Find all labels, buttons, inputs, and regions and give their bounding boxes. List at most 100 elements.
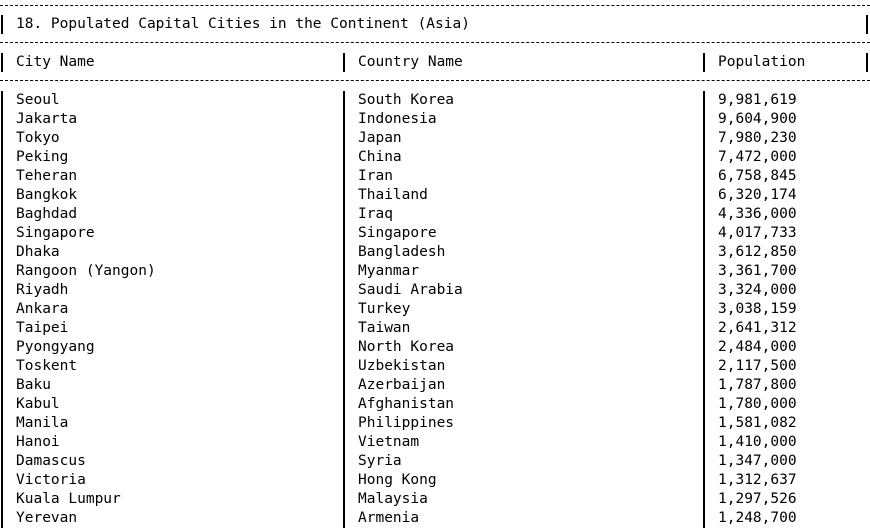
table-row: Damascus Syria 1,347,000 — [0, 452, 870, 471]
cell-city: Pyongyang — [16, 339, 95, 355]
cell-population: 3,324,000 — [718, 282, 797, 298]
left-border — [1, 205, 3, 224]
cell-country: Iran — [358, 168, 393, 184]
cell-city: Hanoi — [16, 434, 60, 450]
column-separator — [343, 433, 345, 452]
cell-population: 3,361,700 — [718, 263, 797, 279]
cell-country: Turkey — [358, 301, 411, 317]
header-rule — [0, 80, 870, 81]
left-border — [1, 15, 3, 34]
cell-country: Singapore — [358, 225, 437, 241]
column-separator — [343, 509, 345, 528]
cell-city: Peking — [16, 149, 69, 165]
cell-city: Rangoon (Yangon) — [16, 263, 156, 279]
column-separator — [703, 319, 705, 338]
table-row: Hanoi Vietnam 1,410,000 — [0, 433, 870, 452]
column-header-country: Country Name — [358, 54, 463, 70]
cell-population: 2,641,312 — [718, 320, 797, 336]
table-row: Toskent Uzbekistan 2,117,500 — [0, 357, 870, 376]
cell-city: Singapore — [16, 225, 95, 241]
cell-country: Iraq — [358, 206, 393, 222]
column-separator — [703, 471, 705, 490]
left-border — [1, 148, 3, 167]
cell-country: Malaysia — [358, 491, 428, 507]
cell-city: Tokyo — [16, 130, 60, 146]
column-separator — [703, 262, 705, 281]
column-separator — [343, 205, 345, 224]
cell-city: Manila — [16, 415, 69, 431]
table-row: Victoria Hong Kong 1,312,637 — [0, 471, 870, 490]
column-separator — [343, 129, 345, 148]
column-separator — [343, 262, 345, 281]
column-separator — [343, 281, 345, 300]
cell-population: 2,117,500 — [718, 358, 797, 374]
column-separator — [703, 110, 705, 129]
cell-city: Riyadh — [16, 282, 69, 298]
cell-city: Yerevan — [16, 510, 78, 526]
cell-city: Victoria — [16, 472, 86, 488]
cell-city: Seoul — [16, 92, 60, 108]
cell-country: Syria — [358, 453, 402, 469]
column-separator — [703, 281, 705, 300]
column-separator — [703, 129, 705, 148]
cell-population: 1,410,000 — [718, 434, 797, 450]
table-row: Yerevan Armenia 1,248,700 — [0, 509, 870, 528]
table-row: Riyadh Saudi Arabia 3,324,000 — [0, 281, 870, 300]
column-separator — [343, 338, 345, 357]
cell-population: 1,248,700 — [718, 510, 797, 526]
column-separator — [343, 452, 345, 471]
cell-city: Taipei — [16, 320, 69, 336]
cell-country: North Korea — [358, 339, 455, 355]
column-separator — [703, 186, 705, 205]
cell-population: 4,017,733 — [718, 225, 797, 241]
column-separator — [703, 490, 705, 509]
cell-country: Philippines — [358, 415, 455, 431]
cell-country: Thailand — [358, 187, 428, 203]
column-separator — [343, 376, 345, 395]
cell-city: Damascus — [16, 453, 86, 469]
cell-population: 3,038,159 — [718, 301, 797, 317]
cell-city: Dhaka — [16, 244, 60, 260]
header-row: City Name Country Name Population — [0, 53, 870, 72]
column-separator — [703, 53, 705, 72]
cell-population: 4,336,000 — [718, 206, 797, 222]
left-border — [1, 281, 3, 300]
cell-population: 9,604,900 — [718, 111, 797, 127]
left-border — [1, 338, 3, 357]
column-separator — [703, 338, 705, 357]
table-row: Pyongyang North Korea 2,484,000 — [0, 338, 870, 357]
left-border — [1, 509, 3, 528]
left-border — [1, 319, 3, 338]
left-border — [1, 262, 3, 281]
left-border — [1, 490, 3, 509]
cell-country: China — [358, 149, 402, 165]
column-separator — [343, 395, 345, 414]
column-separator — [343, 167, 345, 186]
table-row: Kabul Afghanistan 1,780,000 — [0, 395, 870, 414]
left-border — [1, 433, 3, 452]
column-separator — [703, 167, 705, 186]
table-row: Dhaka Bangladesh 3,612,850 — [0, 243, 870, 262]
column-separator — [343, 357, 345, 376]
column-separator — [703, 357, 705, 376]
column-header-population: Population — [718, 54, 806, 70]
column-separator — [343, 186, 345, 205]
cell-city: Ankara — [16, 301, 69, 317]
table-row: Baghdad Iraq 4,336,000 — [0, 205, 870, 224]
left-border — [1, 300, 3, 319]
column-separator — [703, 205, 705, 224]
column-separator — [343, 243, 345, 262]
cell-population: 1,347,000 — [718, 453, 797, 469]
column-separator — [343, 471, 345, 490]
table-row: Peking China 7,472,000 — [0, 148, 870, 167]
column-separator — [703, 243, 705, 262]
cell-city: Bangkok — [16, 187, 78, 203]
column-separator — [703, 433, 705, 452]
cell-population: 6,320,174 — [718, 187, 797, 203]
table-row: Baku Azerbaijan 1,787,800 — [0, 376, 870, 395]
cell-country: Hong Kong — [358, 472, 437, 488]
cell-population: 6,758,845 — [718, 168, 797, 184]
left-border — [1, 129, 3, 148]
left-border — [1, 376, 3, 395]
table-row: Seoul South Korea 9,981,619 — [0, 91, 870, 110]
